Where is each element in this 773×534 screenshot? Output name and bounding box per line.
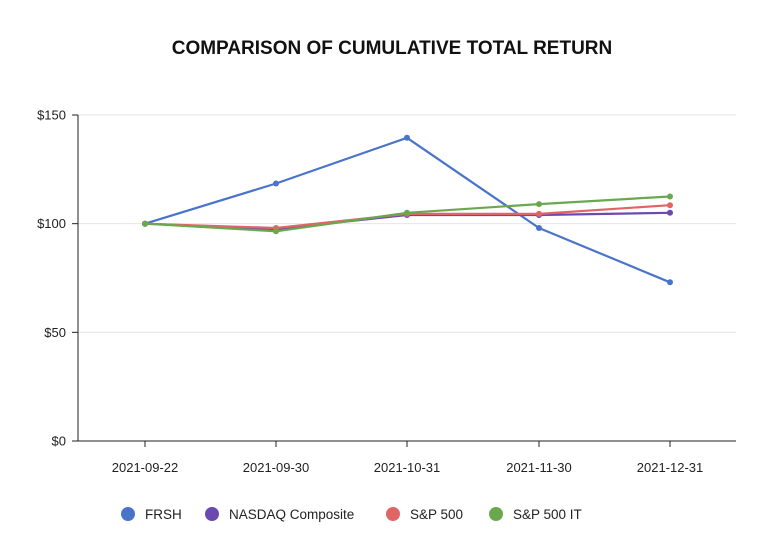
data-point: [404, 134, 410, 141]
data-point: [404, 209, 410, 216]
legend-label: S&P 500 IT: [513, 507, 582, 522]
data-point: [536, 225, 542, 231]
legend-label: S&P 500: [410, 507, 463, 522]
legend-swatch: [386, 507, 400, 521]
series-s-p-500: [142, 202, 673, 231]
legend-swatch: [489, 507, 503, 521]
x-tick-label: 2021-09-22: [112, 460, 179, 475]
data-point: [142, 220, 148, 227]
y-tick-label: $0: [52, 434, 66, 449]
axes: [77, 115, 736, 442]
data-point: [667, 279, 673, 286]
legend-item: FRSH: [121, 507, 182, 522]
x-tick-label: 2021-11-30: [506, 460, 572, 475]
legend-swatch: [121, 507, 135, 521]
y-axis-ticks: $0 $50 $100 $150: [37, 108, 78, 449]
legend: FRSH NASDAQ Composite S&P 500 S&P 500 IT: [121, 507, 582, 522]
gridlines: [78, 114, 736, 333]
data-point: [273, 228, 279, 235]
y-tick-label: $150: [37, 108, 66, 123]
legend-item: NASDAQ Composite: [205, 507, 354, 522]
data-point: [667, 202, 673, 209]
x-tick-label: 2021-12-31: [637, 460, 704, 475]
chart-title: COMPARISON OF CUMULATIVE TOTAL RETURN: [172, 38, 613, 59]
data-point: [667, 209, 673, 216]
legend-label: NASDAQ Composite: [229, 507, 354, 522]
legend-item: S&P 500 IT: [489, 507, 582, 522]
series-s-p-500-it: [142, 193, 673, 235]
data-point: [536, 210, 542, 217]
data-point: [273, 180, 279, 187]
data-point: [536, 201, 542, 208]
y-tick-label: $50: [44, 325, 66, 340]
legend-item: S&P 500: [386, 507, 463, 522]
y-tick-label: $100: [37, 216, 66, 231]
x-axis-ticks: 2021-09-22 2021-09-30 2021-10-31 2021-11-30…: [112, 441, 704, 475]
x-tick-label: 2021-10-31: [374, 460, 441, 475]
data-point: [667, 193, 673, 200]
legend-swatch: [205, 507, 219, 521]
x-tick-label: 2021-09-30: [243, 460, 310, 475]
legend-label: FRSH: [145, 507, 182, 522]
series-group: [142, 134, 673, 286]
